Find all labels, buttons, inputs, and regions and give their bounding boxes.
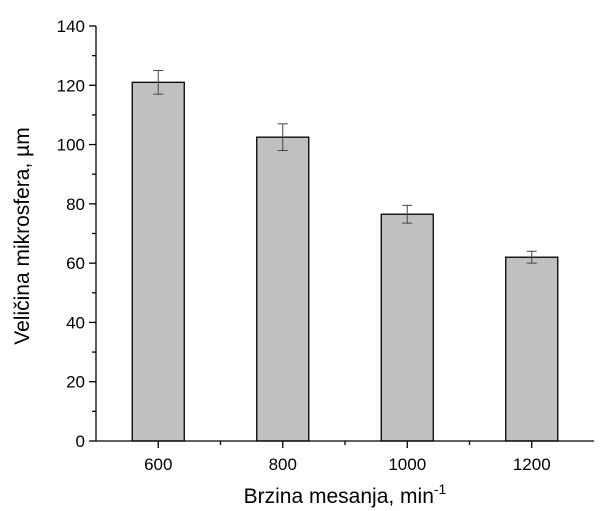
bar-1200 — [505, 256, 559, 442]
bar-1000 — [380, 213, 434, 442]
bar-800 — [256, 136, 310, 442]
bar-600 — [131, 81, 185, 442]
x-axis-title-superscript: -1 — [434, 481, 447, 497]
x-axis-title: Brzina mesanja, min-1 — [244, 481, 447, 508]
x-tick-label-1200: 1200 — [513, 455, 551, 474]
x-axis-ticks: 600 800 1000 1200 — [144, 441, 551, 474]
x-tick-label-600: 600 — [144, 455, 172, 474]
y-tick-label-120: 120 — [57, 76, 85, 95]
y-tick-label-20: 20 — [66, 373, 85, 392]
x-axis-title-main: Brzina mesanja, min — [244, 485, 434, 508]
y-tick-label-60: 60 — [66, 254, 85, 273]
y-tick-label-80: 80 — [66, 195, 85, 214]
error-bars-group — [153, 69, 537, 264]
x-tick-label-800: 800 — [269, 455, 297, 474]
x-tick-label-1000: 1000 — [388, 455, 426, 474]
y-tick-label-140: 140 — [57, 17, 85, 36]
y-axis-title: Veličina mikrosfera, µm — [11, 127, 34, 345]
bars-group — [131, 81, 559, 442]
y-tick-label-0: 0 — [76, 432, 85, 451]
y-axis-ticks: 0 20 40 60 80 100 120 140 — [57, 17, 96, 451]
y-tick-label-40: 40 — [66, 313, 85, 332]
y-tick-label-100: 100 — [57, 136, 85, 155]
